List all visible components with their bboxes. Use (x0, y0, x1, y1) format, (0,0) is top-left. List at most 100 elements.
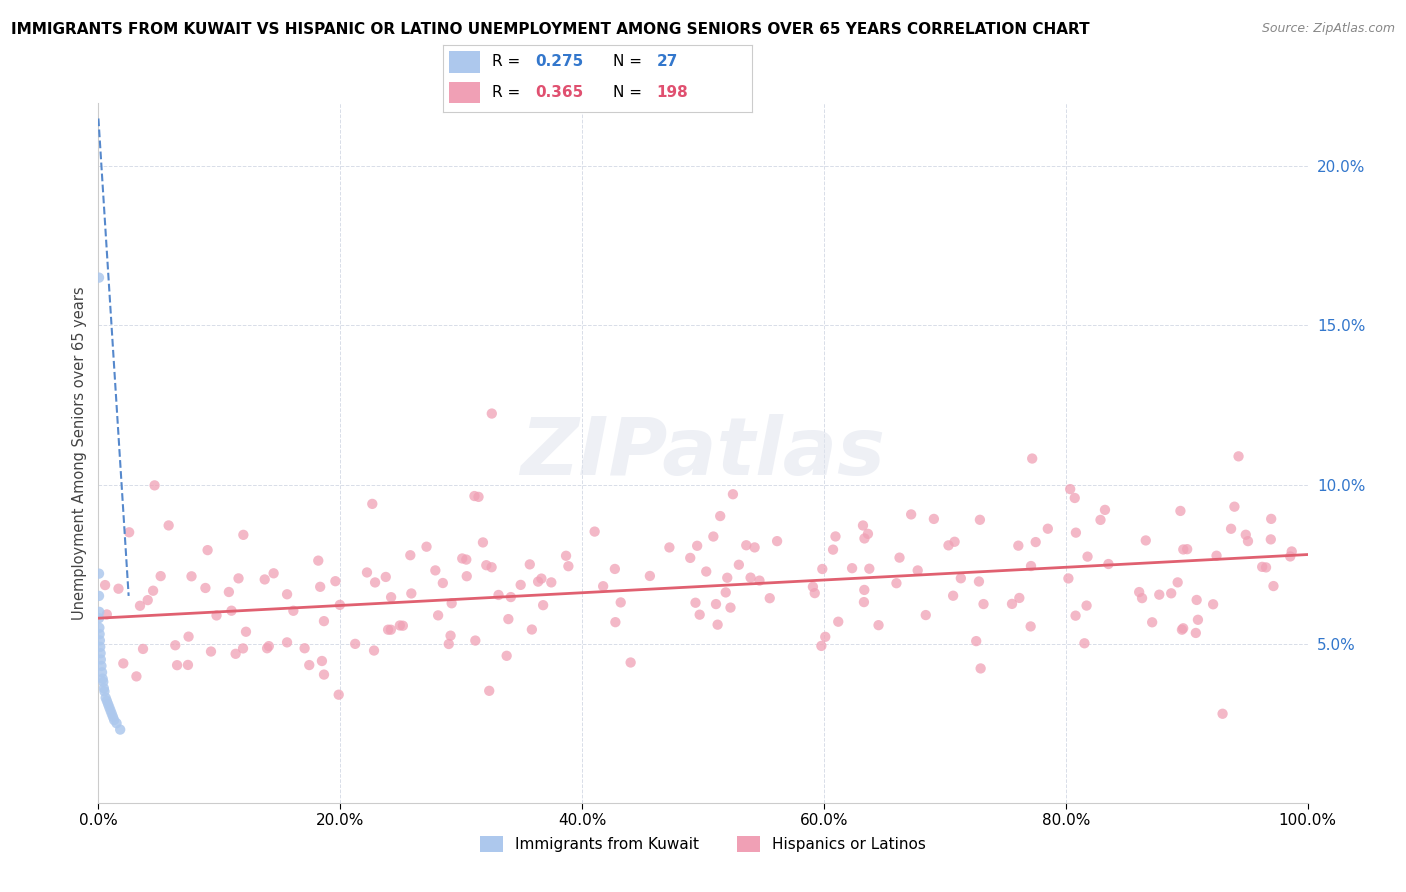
Text: 0.275: 0.275 (536, 54, 583, 70)
Point (87, 270, 110, 285)
Point (107, 582, 129, 596)
Point (886, 576, 908, 591)
Point (1160, 586, 1182, 600)
Point (380, 623, 402, 637)
Point (232, 641, 254, 656)
Point (194, 581, 217, 595)
Point (592, 579, 614, 593)
Point (811, 562, 834, 576)
Point (90, 646, 112, 660)
Point (922, 512, 945, 526)
Point (1130, 591, 1153, 606)
Point (1173, 621, 1195, 635)
Point (415, 540, 437, 554)
Point (841, 561, 863, 575)
Point (1279, 549, 1302, 564)
Point (858, 562, 880, 576)
Point (1076, 599, 1098, 613)
Point (87, 589, 110, 603)
Point (440, 596, 463, 610)
Point (1064, 525, 1087, 540)
Point (1140, 615, 1163, 630)
Point (437, 637, 460, 651)
Point (1021, 451, 1043, 466)
Point (720, 600, 742, 615)
Point (125, 669, 148, 683)
Point (312, 667, 335, 681)
Point (1128, 585, 1150, 599)
Point (1185, 593, 1208, 607)
Point (1076, 549, 1098, 564)
Point (638, 569, 661, 583)
Point (889, 550, 911, 565)
Point (686, 539, 709, 553)
Point (527, 574, 550, 589)
Point (557, 559, 579, 574)
Point (263, 566, 285, 581)
Point (464, 633, 486, 648)
Y-axis label: Unemployment Among Seniors over 65 years: Unemployment Among Seniors over 65 years (72, 285, 87, 620)
Point (685, 596, 707, 610)
Point (276, 587, 298, 601)
Bar (449, 82, 479, 103)
Point (478, 683, 501, 698)
Point (149, 569, 172, 583)
Point (105, 716, 128, 731)
Point (1019, 619, 1042, 633)
Point (942, 589, 965, 603)
Point (221, 604, 243, 618)
Point (311, 654, 333, 668)
Point (969, 513, 991, 527)
Point (165, 638, 187, 652)
Point (1019, 559, 1042, 574)
Point (129, 599, 152, 613)
Point (1171, 623, 1194, 637)
Point (540, 575, 562, 590)
Point (914, 608, 936, 623)
Point (100, 704, 122, 718)
Point (1001, 597, 1024, 611)
Point (1212, 706, 1234, 721)
Point (1223, 500, 1246, 514)
Text: R =: R = (492, 54, 520, 70)
Point (748, 574, 770, 588)
Point (298, 658, 321, 673)
Text: N =: N = (613, 54, 643, 70)
Point (620, 656, 643, 670)
Point (392, 618, 415, 632)
Point (735, 538, 758, 552)
Point (603, 562, 626, 576)
Point (456, 552, 478, 566)
Point (967, 574, 990, 589)
Point (257, 639, 280, 653)
Point (328, 688, 350, 702)
Legend: Immigrants from Kuwait, Hispanics or Latinos: Immigrants from Kuwait, Hispanics or Lat… (474, 830, 932, 858)
Point (91, 674, 114, 689)
Point (1167, 575, 1189, 590)
Point (132, 641, 155, 656)
Point (704, 597, 727, 611)
Point (824, 529, 846, 543)
Point (1008, 591, 1031, 605)
Point (907, 564, 929, 578)
Point (439, 629, 461, 643)
Point (1260, 512, 1282, 526)
Point (706, 617, 728, 632)
Point (401, 586, 423, 600)
Point (136, 593, 159, 607)
Point (721, 487, 744, 501)
Point (427, 608, 450, 623)
Point (228, 571, 250, 585)
Point (142, 583, 165, 598)
Point (695, 565, 717, 579)
Point (364, 575, 387, 590)
Text: ZIPatlas: ZIPatlas (520, 414, 886, 491)
Point (1202, 597, 1225, 611)
Point (1149, 588, 1171, 602)
Point (388, 618, 411, 632)
Point (93, 684, 115, 698)
Text: 198: 198 (657, 86, 688, 100)
Point (488, 588, 510, 602)
Point (1263, 579, 1285, 593)
Point (853, 532, 876, 546)
